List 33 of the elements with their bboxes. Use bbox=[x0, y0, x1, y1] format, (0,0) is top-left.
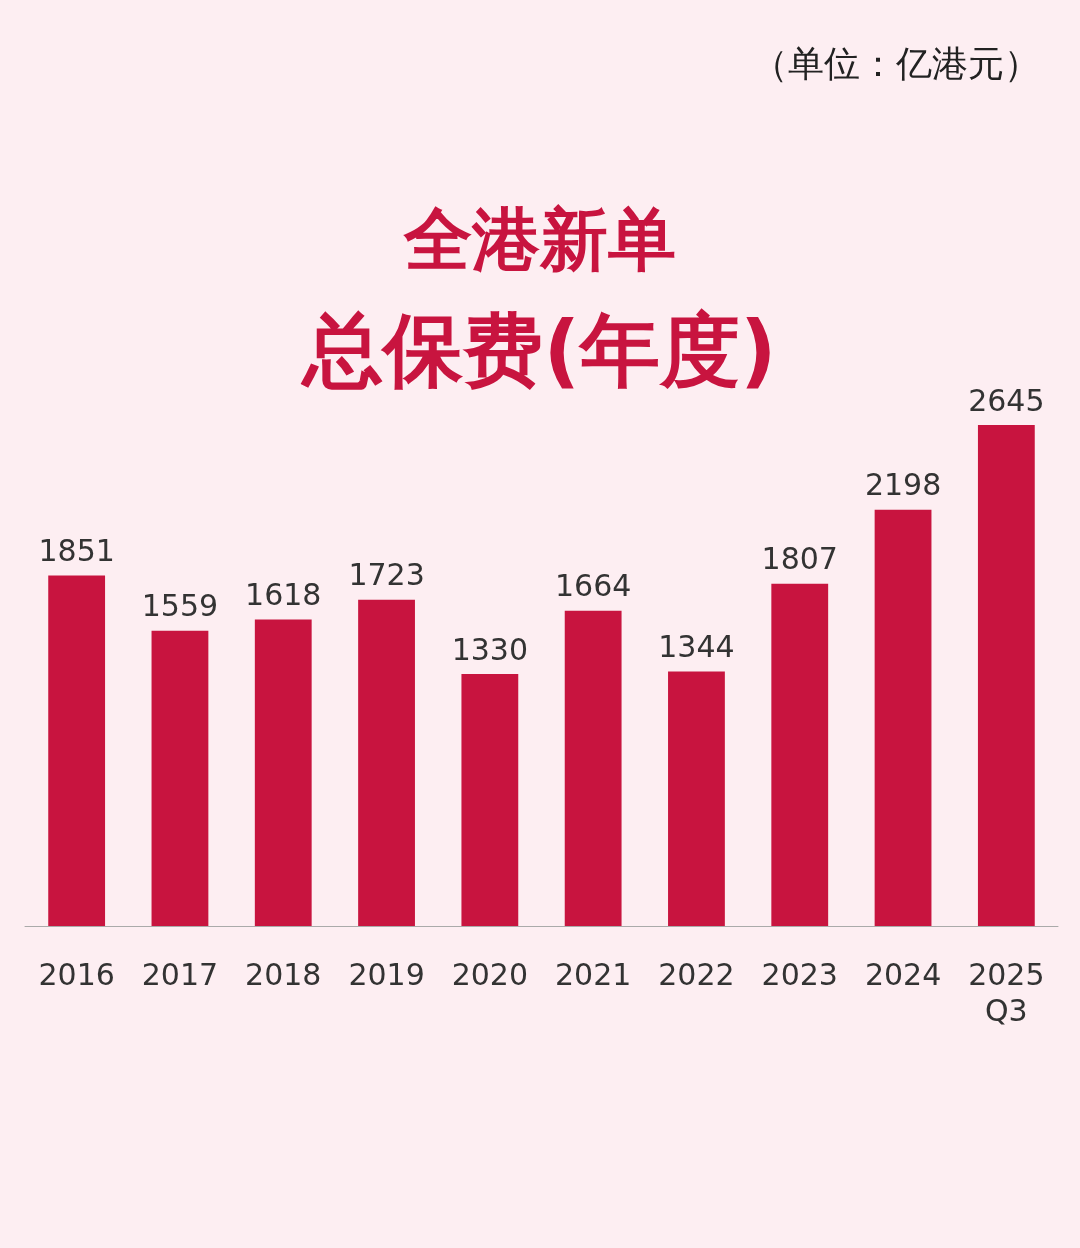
bar bbox=[874, 509, 932, 926]
x-tick-label: 2016 bbox=[38, 956, 115, 992]
data-label: 1344 bbox=[658, 628, 735, 664]
bar bbox=[254, 619, 312, 926]
data-label: 1330 bbox=[451, 631, 529, 667]
x-tick-label: 2020 bbox=[451, 956, 529, 992]
x-tick-label: 2017 bbox=[141, 956, 219, 992]
data-label: 2645 bbox=[968, 382, 1045, 418]
text: （单位：亿港元） bbox=[752, 42, 1040, 84]
bar bbox=[151, 630, 209, 926]
bar bbox=[48, 575, 106, 926]
bar bbox=[977, 425, 1035, 926]
data-label: 1723 bbox=[348, 557, 425, 593]
bar bbox=[771, 583, 829, 926]
bar bbox=[564, 610, 622, 926]
x-tick-label: 2024 bbox=[864, 956, 942, 992]
bar bbox=[461, 674, 519, 926]
x-tick-label: 2023 bbox=[761, 956, 838, 992]
data-label: 2198 bbox=[864, 467, 942, 503]
data-label: 1664 bbox=[554, 568, 632, 604]
data-label: 1851 bbox=[38, 532, 115, 568]
bar bbox=[358, 599, 415, 926]
x-tick-label: 2019 bbox=[348, 956, 425, 992]
bar bbox=[668, 671, 725, 926]
x-tick-label: 2025 Q3 bbox=[968, 956, 1045, 1028]
data-label: 1559 bbox=[141, 588, 219, 624]
chart-subtitle: 总保费(年度) bbox=[300, 303, 777, 397]
data-label: 1807 bbox=[761, 541, 838, 577]
chart-title: 全港新单 bbox=[403, 199, 676, 279]
x-tick-label: 2018 bbox=[245, 956, 322, 992]
x-tick-label: 2022 bbox=[658, 956, 735, 992]
x-tick-label: 2021 bbox=[554, 956, 632, 992]
data-label: 1618 bbox=[245, 577, 322, 613]
